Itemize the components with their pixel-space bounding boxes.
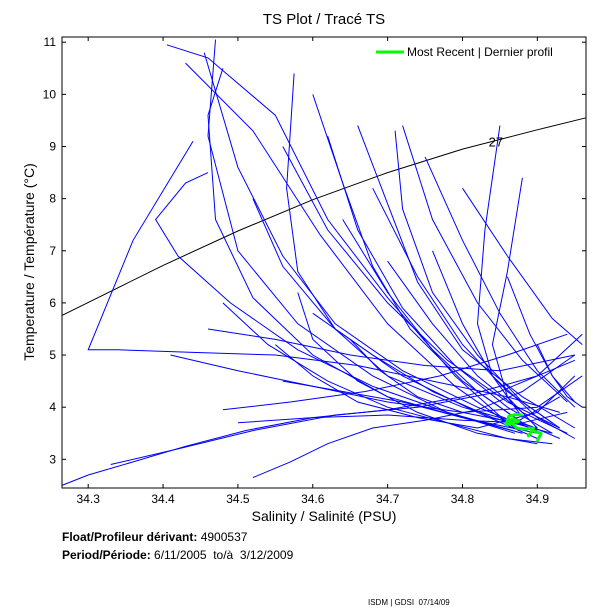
- profile-line: [282, 380, 523, 434]
- period-end: 3/12/2009: [239, 548, 294, 562]
- profile-line: [87, 141, 560, 413]
- y-tick-label: 9: [49, 139, 56, 153]
- x-tick-label: 34.5: [226, 492, 250, 506]
- profile-line: [166, 44, 508, 424]
- axis-ticks: 34.3 34.4 34.5 34.6 34.7 34.8 34.9 3 4 5 6 7 8 9 10 11: [43, 35, 586, 506]
- x-tick-label: 34.7: [376, 492, 400, 506]
- plot-area: [61, 39, 587, 486]
- profile-line: [462, 187, 583, 345]
- footer-credit: ISDM | GDSI 07/14/09: [368, 598, 450, 607]
- profile-line: [222, 302, 553, 445]
- y-tick-label: 7: [49, 244, 56, 258]
- period-start: 6/11/2005: [154, 548, 207, 562]
- period-info: Period/Période: 6/11/2005 to/à 3/12/2009: [62, 548, 293, 562]
- period-separator: to/à: [213, 548, 234, 562]
- profile-line: [154, 172, 523, 434]
- profile-line: [282, 146, 561, 429]
- profile-line: [394, 130, 561, 429]
- profile-line: [185, 62, 516, 429]
- profile-line: [207, 328, 575, 372]
- profile-line: [203, 52, 538, 432]
- x-tick-label: 34.6: [301, 492, 325, 506]
- profile-line: [207, 68, 538, 434]
- legend: Most Recent | Dernier profil: [376, 45, 553, 59]
- x-axis-label: Salinity / Salinité (PSU): [252, 508, 397, 524]
- float-label: Float/Profileur dérivant:: [62, 530, 198, 544]
- x-tick-label: 34.8: [451, 492, 475, 506]
- period-label: Period/Période:: [62, 548, 151, 562]
- x-tick-label: 34.4: [151, 492, 175, 506]
- axes-frame: [61, 36, 587, 489]
- y-tick-label: 4: [49, 400, 56, 414]
- profile-line: [342, 219, 560, 439]
- profile-line: [170, 354, 583, 413]
- y-tick-label: 8: [49, 192, 56, 206]
- profile-line: [110, 359, 575, 465]
- float-id: 4900537: [200, 530, 248, 544]
- profile-line: [506, 276, 576, 403]
- density-contour-label: 27: [489, 134, 503, 149]
- x-tick-label: 34.9: [526, 492, 550, 506]
- y-tick-label: 6: [49, 296, 56, 310]
- profile-line: [349, 339, 561, 424]
- density-contour-line: [61, 117, 587, 316]
- legend-label: Most Recent | Dernier profil: [407, 45, 553, 59]
- y-tick-label: 3: [49, 452, 56, 466]
- profile-line: [237, 411, 568, 424]
- profile-line: [424, 156, 576, 408]
- profile-line: [327, 135, 553, 434]
- profile-line: [402, 125, 568, 403]
- most-recent-profile-line: [504, 413, 543, 442]
- profile-line: [61, 333, 583, 486]
- x-tick-label: 34.3: [77, 492, 101, 506]
- profile-line: [476, 125, 523, 418]
- y-tick-label: 5: [49, 348, 56, 362]
- profile-line: [357, 125, 576, 429]
- profile-line: [297, 292, 538, 445]
- y-tick-label: 10: [43, 87, 57, 101]
- profile-line: [222, 333, 568, 411]
- float-info: Float/Profileur dérivant: 4900537: [62, 530, 247, 544]
- y-axis-label: Temperature / Température (°C): [21, 163, 37, 361]
- profile-line: [387, 260, 568, 434]
- chart-title: TS Plot / Tracé TS: [263, 11, 385, 28]
- y-tick-label: 11: [44, 35, 57, 49]
